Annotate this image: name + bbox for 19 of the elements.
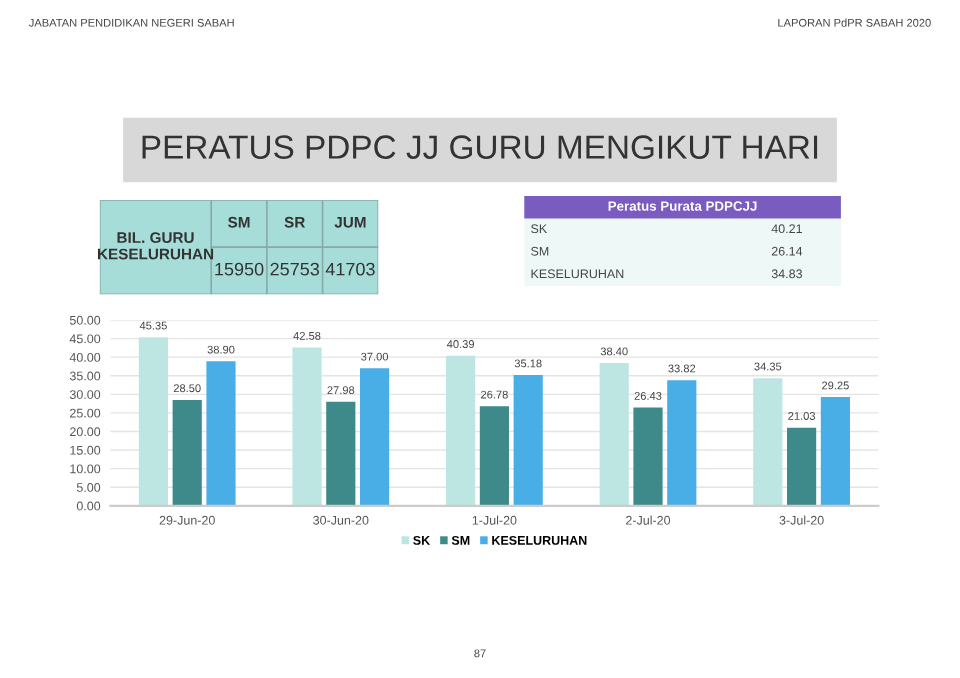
bar bbox=[172, 399, 202, 506]
bar bbox=[599, 363, 629, 506]
bar bbox=[326, 401, 356, 506]
bar bbox=[753, 378, 783, 506]
bar bbox=[138, 337, 168, 506]
bar bbox=[513, 375, 543, 506]
text: PERATUS PDPC JJ GURU MENGIKUT HARI bbox=[142, 135, 818, 159]
bar bbox=[292, 347, 322, 506]
bar bbox=[479, 406, 509, 506]
text: 15950 bbox=[215, 262, 264, 276]
bar bbox=[633, 407, 663, 506]
bar bbox=[820, 397, 850, 506]
bar bbox=[206, 361, 236, 506]
text: 25753 bbox=[270, 262, 320, 276]
bar bbox=[446, 355, 476, 506]
bar bbox=[787, 427, 817, 506]
text: 41703 bbox=[325, 262, 375, 276]
bar bbox=[667, 380, 697, 506]
bar bbox=[360, 368, 390, 506]
